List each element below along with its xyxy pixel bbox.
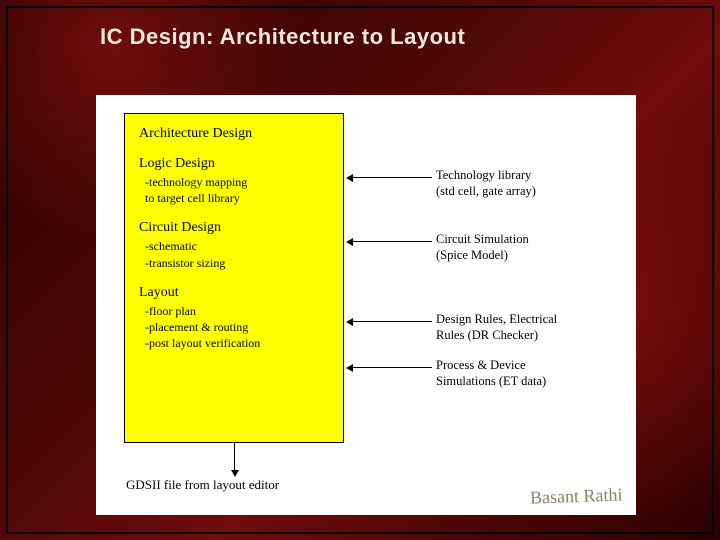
page-title: IC Design: Architecture to Layout — [100, 24, 465, 50]
arrow-left-icon — [352, 177, 432, 178]
input-label: Simulations (ET data) — [436, 373, 626, 389]
stage-arch: Architecture Design — [139, 126, 329, 142]
stage-sub: -transistor sizing — [145, 255, 329, 271]
input-spice: Circuit Simulation (Spice Model) — [436, 231, 626, 264]
arrow-left-icon — [352, 367, 432, 368]
stage-layout: Layout -floor plan -placement & routing … — [139, 285, 329, 352]
stage-title: Logic Design — [139, 156, 329, 172]
diagram-panel: Architecture Design Logic Design -techno… — [96, 95, 636, 515]
input-label: (Spice Model) — [436, 247, 626, 263]
input-label: Rules (DR Checker) — [436, 327, 626, 343]
arrow-left-icon — [352, 321, 432, 322]
stage-title: Circuit Design — [139, 220, 329, 236]
input-label: (std cell, gate array) — [436, 183, 626, 199]
stage-sub: -placement & routing — [145, 319, 329, 335]
stage-sub: -technology mapping — [145, 174, 329, 190]
arrow-down-icon — [234, 443, 235, 471]
stage-sub: -schematic — [145, 238, 329, 254]
arrow-left-icon — [352, 241, 432, 242]
input-label: Circuit Simulation — [436, 231, 626, 247]
input-tech-lib: Technology library (std cell, gate array… — [436, 167, 626, 200]
stage-sub: -floor plan — [145, 303, 329, 319]
input-label: Design Rules, Electrical — [436, 311, 626, 327]
input-label: Technology library — [436, 167, 626, 183]
process-box: Architecture Design Logic Design -techno… — [124, 113, 344, 443]
stage-logic: Logic Design -technology mapping to targ… — [139, 156, 329, 206]
input-label: Process & Device — [436, 357, 626, 373]
author-signature: Basant Rathi — [529, 484, 622, 508]
input-et: Process & Device Simulations (ET data) — [436, 357, 626, 390]
stage-circuit: Circuit Design -schematic -transistor si… — [139, 220, 329, 270]
input-drc: Design Rules, Electrical Rules (DR Check… — [436, 311, 626, 344]
output-label: GDSII file from layout editor — [126, 477, 279, 493]
stage-sub: -post layout verification — [145, 335, 329, 351]
stage-title: Architecture Design — [139, 126, 329, 142]
stage-sub: to target cell library — [145, 190, 329, 206]
stage-title: Layout — [139, 285, 329, 301]
